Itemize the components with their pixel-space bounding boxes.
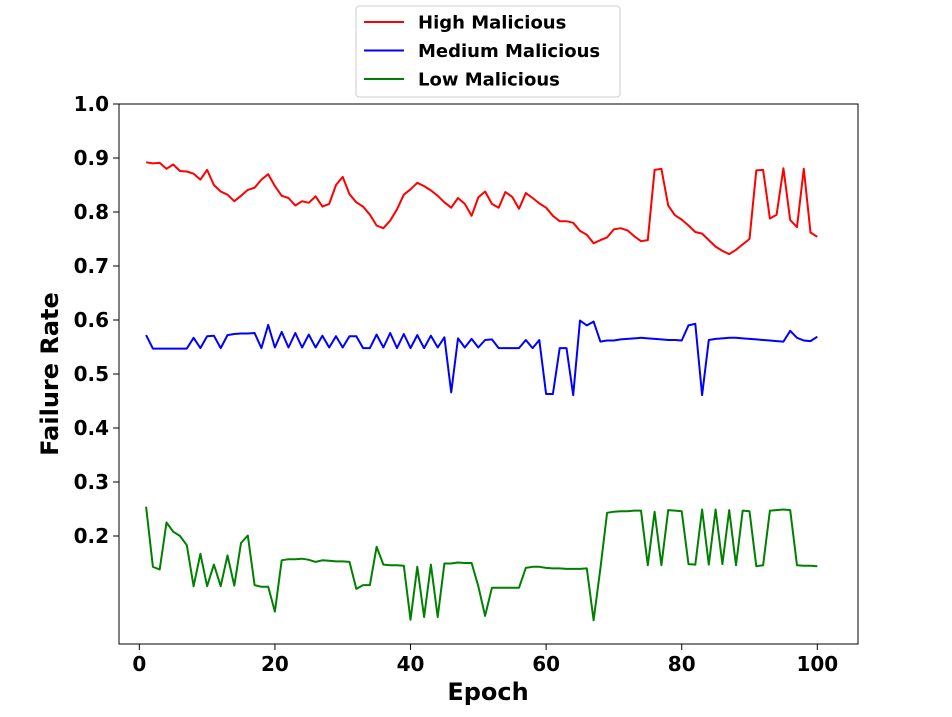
legend-label-high-malicious: High Malicious <box>418 13 566 34</box>
legend: High Malicious Medium Malicious Low Malici… <box>355 5 621 98</box>
y-tick-label: 0.3 <box>74 470 109 494</box>
y-tick-label: 0.4 <box>74 416 109 440</box>
y-tick-label: 0.7 <box>74 254 109 278</box>
y-tick-label: 0.2 <box>74 524 109 548</box>
y-tick-label: 1.0 <box>74 92 109 116</box>
y-axis: 0.2 0.3 0.4 0.5 0.6 0.7 0.8 0.9 1.0 <box>74 92 119 548</box>
x-tick-label: 40 <box>397 652 425 676</box>
y-tick-label: 0.5 <box>74 362 109 386</box>
series-line-low-malicious <box>145 506 818 622</box>
series-line-high-malicious <box>145 161 818 256</box>
y-tick-label: 0.8 <box>74 200 109 224</box>
x-tick-label: 20 <box>261 652 289 676</box>
y-axis-label: Failure Rate <box>36 292 64 456</box>
x-tick-label: 100 <box>796 652 838 676</box>
series-lines <box>145 161 818 622</box>
y-tick-label: 0.9 <box>74 146 109 170</box>
legend-label-low-malicious: Low Malicious <box>418 70 560 91</box>
x-axis: 0 20 40 60 80 100 <box>132 644 838 676</box>
x-axis-label: Epoch <box>447 678 528 706</box>
series-line-medium-malicious <box>145 319 818 397</box>
y-tick-label: 0.6 <box>74 308 109 332</box>
x-tick-label: 0 <box>132 652 146 676</box>
legend-box <box>355 5 621 98</box>
x-tick-label: 60 <box>532 652 560 676</box>
x-tick-label: 80 <box>668 652 696 676</box>
legend-label-medium-malicious: Medium Malicious <box>418 41 600 62</box>
